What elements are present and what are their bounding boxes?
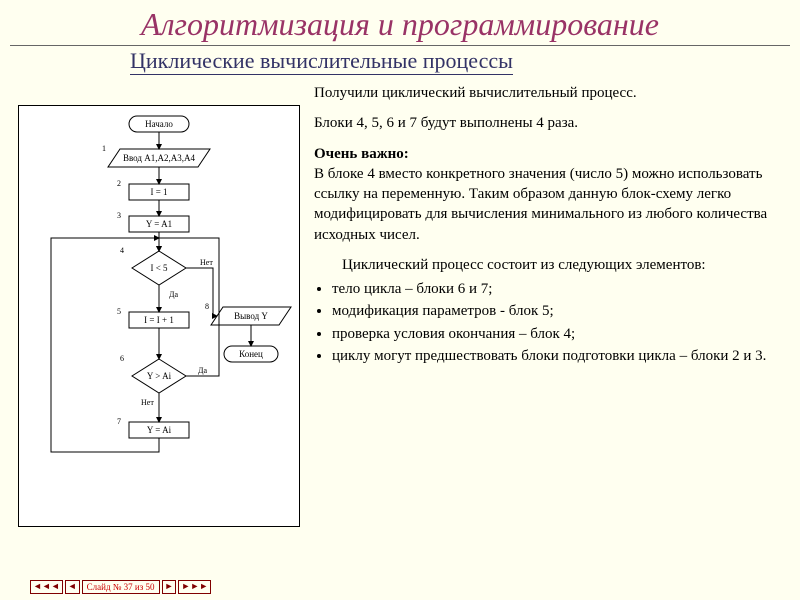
list-item: проверка условия окончания – блок 4;	[332, 324, 782, 344]
nav-last-button[interactable]: ►►►	[178, 580, 211, 594]
svg-text:Нет: Нет	[141, 398, 154, 407]
svg-text:2: 2	[117, 179, 121, 188]
description-column: Получили циклический вычислительный проц…	[314, 83, 782, 527]
paragraph-1: Получили циклический вычислительный проц…	[314, 83, 782, 103]
list-item: тело цикла – блоки 6 и 7;	[332, 279, 782, 299]
svg-text:1: 1	[102, 144, 106, 153]
svg-text:Нет: Нет	[200, 258, 213, 267]
flowchart-svg: Начало Ввод A1,A2,A3,A4 1 I = 1 2 Y = A1 3 I < …	[19, 106, 299, 526]
svg-text:Начало: Начало	[145, 119, 173, 129]
flowchart-container: Начало Ввод A1,A2,A3,A4 1 I = 1 2 Y = A1 3 I < …	[18, 105, 300, 527]
svg-text:I = I + 1: I = I + 1	[144, 315, 174, 325]
svg-text:Вывод Y: Вывод Y	[234, 311, 268, 321]
svg-text:7: 7	[117, 417, 121, 426]
nav-first-button[interactable]: ◄◄◄	[30, 580, 63, 594]
svg-text:I < 5: I < 5	[150, 263, 168, 273]
list-intro: Циклический процесс состоит из следующих…	[342, 255, 782, 275]
svg-text:6: 6	[120, 354, 124, 363]
svg-text:5: 5	[117, 307, 121, 316]
page-subtitle: Циклические вычислительные процессы	[130, 48, 513, 75]
bullet-list: тело цикла – блоки 6 и 7; модификация па…	[314, 279, 782, 366]
list-item: модификация параметров - блок 5;	[332, 301, 782, 321]
important-label: Очень важно:	[314, 146, 409, 162]
svg-text:8: 8	[205, 302, 209, 311]
nav-next-button[interactable]: ►	[162, 580, 177, 594]
svg-text:Да: Да	[198, 366, 207, 375]
slide-nav: ◄◄◄ ◄ Слайд № 37 из 50 ► ►►►	[30, 580, 211, 594]
important-paragraph: Очень важно: В блоке 4 вместо конкретног…	[314, 144, 782, 245]
svg-text:Ввод A1,A2,A3,A4: Ввод A1,A2,A3,A4	[123, 153, 196, 163]
page-title: Алгоритмизация и программирование	[10, 0, 790, 46]
svg-text:Y > Ai: Y > Ai	[147, 371, 172, 381]
svg-text:Да: Да	[169, 290, 178, 299]
svg-text:4: 4	[120, 246, 124, 255]
svg-text:Y = A1: Y = A1	[146, 219, 172, 229]
svg-text:Y = Ai: Y = Ai	[147, 425, 172, 435]
paragraph-2: Блоки 4, 5, 6 и 7 будут выполнены 4 раза…	[314, 113, 782, 133]
svg-text:I = 1: I = 1	[150, 187, 167, 197]
important-text: В блоке 4 вместо конкретного значения (ч…	[314, 166, 767, 243]
slide-counter: Слайд № 37 из 50	[82, 580, 160, 594]
nav-prev-button[interactable]: ◄	[65, 580, 80, 594]
svg-text:Конец: Конец	[239, 349, 263, 359]
list-item: циклу могут предшествовать блоки подгото…	[332, 346, 782, 366]
svg-text:3: 3	[117, 211, 121, 220]
